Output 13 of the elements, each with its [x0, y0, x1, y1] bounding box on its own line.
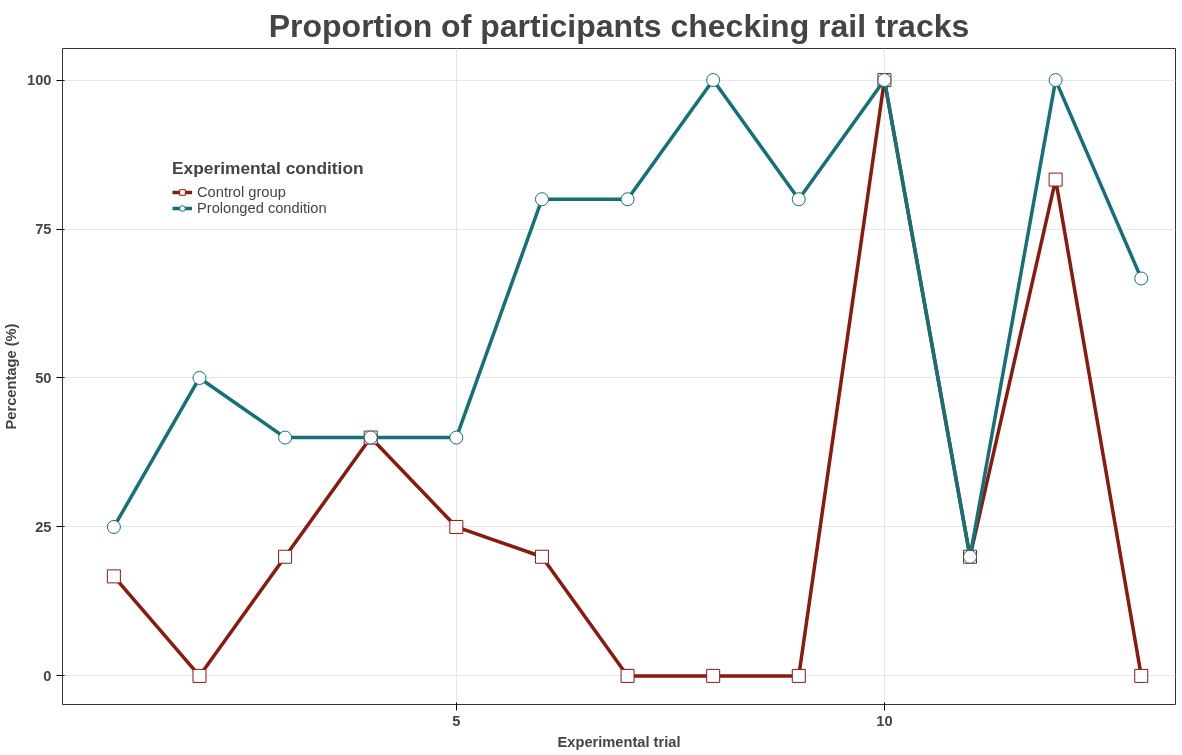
legend-label: Prolonged condition — [197, 200, 327, 216]
y-axis-title: Percentage (%) — [3, 323, 20, 430]
x-axis-title: Experimental trial — [557, 733, 681, 750]
legend-label: Control group — [197, 184, 286, 200]
x-tick-label: 10 — [876, 712, 893, 729]
chart-title: Proportion of participants checking rail tracks — [268, 7, 970, 44]
y-tick-label: 100 — [27, 72, 52, 89]
x-tick-label: 5 — [452, 712, 461, 729]
y-tick-label: 50 — [35, 369, 52, 386]
y-tick-label: 0 — [43, 667, 52, 684]
y-tick-label: 75 — [35, 221, 52, 238]
legend-title: Experimental condition — [172, 158, 364, 179]
y-tick-label: 25 — [35, 518, 52, 535]
